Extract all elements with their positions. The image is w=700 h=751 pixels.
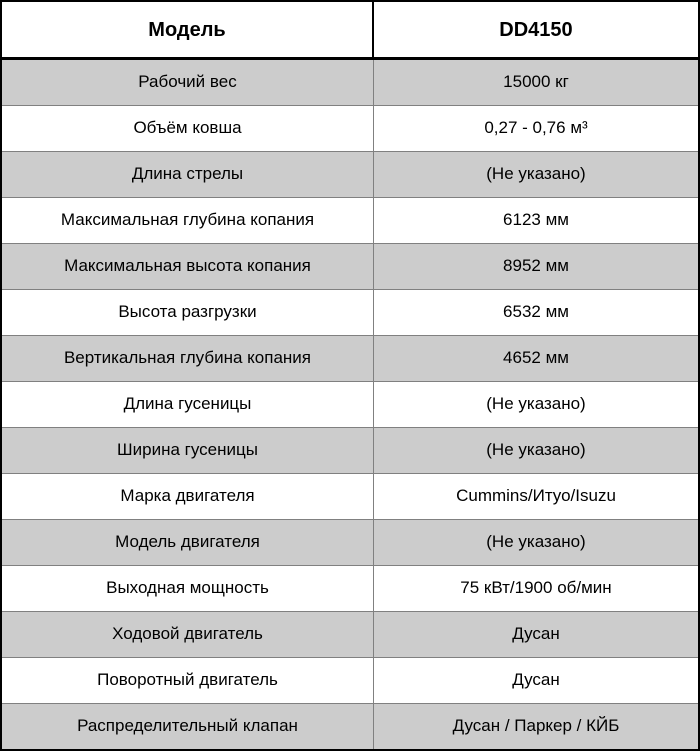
spec-value: 6123 мм (503, 210, 569, 230)
spec-value: 4652 мм (503, 348, 569, 368)
spec-value: 15000 кг (503, 72, 569, 92)
spec-value: 6532 мм (503, 302, 569, 322)
table-header-row: Модель DD4150 (2, 2, 698, 60)
spec-name: Ширина гусеницы (2, 428, 374, 473)
table-row: Поворотный двигатель Дусан (2, 657, 698, 703)
header-model-cell: DD4150 (499, 18, 573, 41)
spec-name: Поворотный двигатель (2, 658, 374, 703)
spec-value: 0,27 - 0,76 м³ (484, 118, 588, 138)
spec-name: Вертикальная глубина копания (2, 336, 374, 381)
spec-name: Выходная мощность (2, 566, 374, 611)
spec-value: Cummins/Итуо/Isuzu (456, 486, 616, 506)
spec-value: 75 кВт/1900 об/мин (460, 578, 612, 598)
table-row: Модель двигателя (Не указано) (2, 519, 698, 565)
table-row: Рабочий вес 15000 кг (2, 60, 698, 105)
spec-value: (Не указано) (486, 440, 586, 460)
table-row: Длина стрелы (Не указано) (2, 151, 698, 197)
spec-name: Длина стрелы (2, 152, 374, 197)
spec-name: Распределительный клапан (2, 704, 374, 749)
spec-name: Объём ковша (2, 106, 374, 151)
spec-name: Высота разгрузки (2, 290, 374, 335)
spec-value: Дусан (512, 670, 560, 690)
spec-value: Дусан (512, 624, 560, 644)
table-row: Максимальная глубина копания 6123 мм (2, 197, 698, 243)
spec-value: 8952 мм (503, 256, 569, 276)
spec-name: Длина гусеницы (2, 382, 374, 427)
table-row: Выходная мощность 75 кВт/1900 об/мин (2, 565, 698, 611)
table-row: Ширина гусеницы (Не указано) (2, 427, 698, 473)
spec-value: (Не указано) (486, 394, 586, 414)
header-param-cell: Модель (2, 2, 374, 57)
table-row: Длина гусеницы (Не указано) (2, 381, 698, 427)
table-row: Распределительный клапан Дусан / Паркер … (2, 703, 698, 749)
spec-name: Максимальная глубина копания (2, 198, 374, 243)
spec-name: Марка двигателя (2, 474, 374, 519)
table-row: Максимальная высота копания 8952 мм (2, 243, 698, 289)
table-row: Объём ковша 0,27 - 0,76 м³ (2, 105, 698, 151)
table-row: Марка двигателя Cummins/Итуо/Isuzu (2, 473, 698, 519)
spec-name: Модель двигателя (2, 520, 374, 565)
table-row: Высота разгрузки 6532 мм (2, 289, 698, 335)
table-row: Вертикальная глубина копания 4652 мм (2, 335, 698, 381)
spec-value: (Не указано) (486, 532, 586, 552)
spec-name: Максимальная высота копания (2, 244, 374, 289)
spec-value: Дусан / Паркер / КЙБ (452, 716, 620, 736)
spec-value: (Не указано) (486, 164, 586, 184)
table-row: Ходовой двигатель Дусан (2, 611, 698, 657)
spec-name: Рабочий вес (2, 60, 374, 105)
spec-name: Ходовой двигатель (2, 612, 374, 657)
